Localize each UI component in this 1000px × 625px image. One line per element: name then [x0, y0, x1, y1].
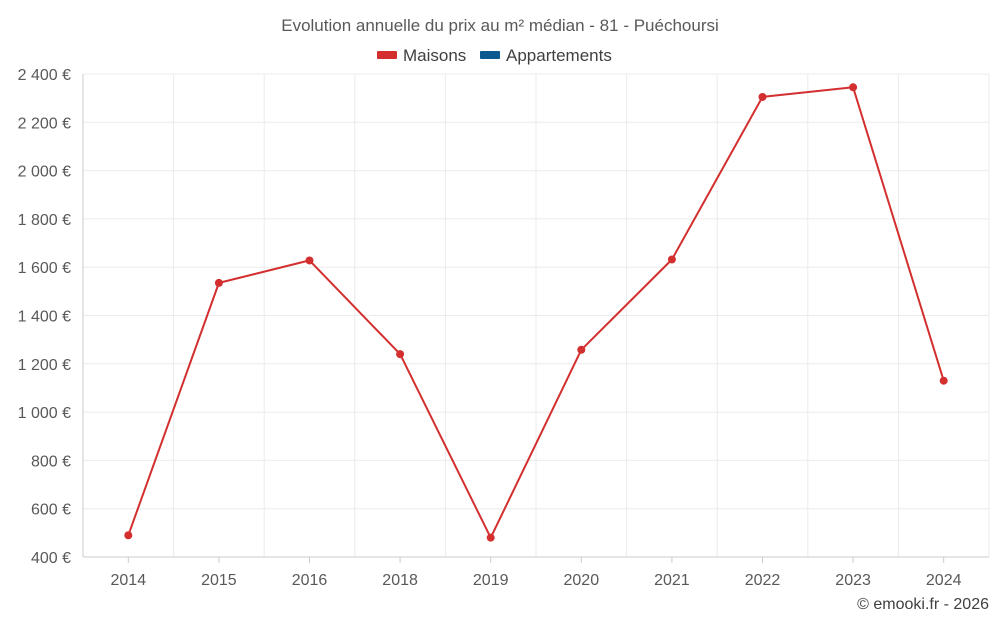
- data-point[interactable]: [396, 350, 405, 359]
- x-tick-label: 2016: [292, 572, 328, 589]
- y-tick-label: 2 400 €: [18, 67, 71, 84]
- y-tick-label: 400 €: [31, 550, 71, 567]
- y-tick-label: 1 000 €: [18, 405, 71, 422]
- x-tick-label: 2014: [111, 572, 147, 589]
- chart-title: Evolution annuelle du prix au m² médian …: [281, 16, 719, 35]
- x-tick-label: 2022: [745, 572, 781, 589]
- x-tick-label: 2024: [926, 572, 962, 589]
- y-tick-label: 1 800 €: [18, 212, 71, 229]
- y-tick-label: 1 200 €: [18, 357, 71, 374]
- data-point[interactable]: [939, 376, 948, 385]
- series-line-maisons: [127, 86, 945, 539]
- grid: [82, 73, 990, 558]
- x-axis: 2014 2015 2016 2018 2019 2020 2021 2022 2023 2024: [83, 556, 989, 589]
- x-tick-label: 2020: [564, 572, 600, 589]
- data-point[interactable]: [486, 533, 495, 542]
- y-tick-label: 1 600 €: [18, 260, 71, 277]
- x-tick-label: 2018: [382, 572, 418, 589]
- y-tick-label: 600 €: [31, 502, 71, 519]
- data-point[interactable]: [124, 531, 133, 540]
- legend-label-appartements: Appartements: [506, 46, 612, 65]
- data-point[interactable]: [849, 83, 858, 92]
- data-point[interactable]: [305, 256, 314, 265]
- series-maisons: [124, 83, 948, 542]
- y-tick-label: 1 400 €: [18, 309, 71, 326]
- legend-label-maisons: Maisons: [403, 46, 466, 65]
- y-tick-label: 2 200 €: [18, 115, 71, 132]
- x-tick-label: 2023: [835, 572, 871, 589]
- x-tick-label: 2019: [473, 572, 509, 589]
- legend-swatch-appartements: [480, 51, 500, 59]
- data-point[interactable]: [758, 92, 767, 101]
- x-tick-label: 2015: [201, 572, 237, 589]
- legend-item-appartements[interactable]: Appartements: [480, 46, 612, 65]
- y-tick-label: 800 €: [31, 453, 71, 470]
- credit-text: © emooki.fr - 2026: [857, 596, 989, 613]
- data-point[interactable]: [577, 345, 586, 354]
- y-axis: 400 € 600 € 800 € 1 000 € 1 200 € 1 400 € 1 60…: [18, 67, 84, 567]
- legend-item-maisons[interactable]: Maisons: [377, 46, 466, 65]
- data-point[interactable]: [667, 255, 676, 264]
- y-tick-label: 2 000 €: [18, 164, 71, 181]
- data-point[interactable]: [214, 278, 223, 287]
- legend-swatch-maisons: [377, 51, 397, 59]
- x-tick-label: 2021: [654, 572, 690, 589]
- legend: Maisons Appartements: [377, 46, 612, 65]
